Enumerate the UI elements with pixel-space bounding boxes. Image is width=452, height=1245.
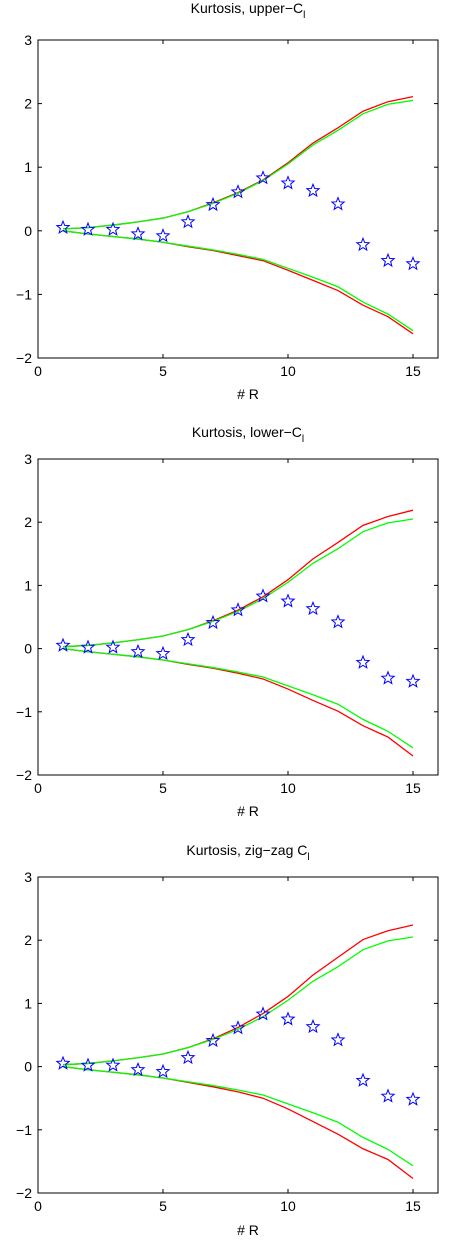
data-point-star <box>255 170 271 185</box>
plot-frame <box>37 876 439 1194</box>
plot-area: 0 5 10 15 −2 −1 0 1 2 3 <box>16 451 439 796</box>
x-tick-label: 5 <box>159 780 167 796</box>
y-tick-label: 3 <box>24 32 32 48</box>
data-point-star <box>130 643 146 659</box>
data-point-star <box>255 1006 271 1021</box>
y-tick-label: −1 <box>16 704 32 720</box>
y-tick-label: 0 <box>24 223 32 239</box>
x-tick-label: 10 <box>280 780 296 796</box>
y-tick-label: −2 <box>16 767 32 783</box>
data-point-star <box>180 1049 196 1065</box>
y-tick-label: −2 <box>16 1185 32 1201</box>
data-point-star <box>280 1011 296 1026</box>
data-point-star <box>280 175 296 190</box>
data-point-star <box>405 1091 421 1106</box>
data-point-star <box>380 1088 396 1103</box>
series-line-4 <box>62 647 414 749</box>
series-line-2 <box>62 936 414 1066</box>
data-point-star <box>405 255 421 271</box>
data-point-star <box>330 196 346 211</box>
plot-frame <box>37 39 439 359</box>
series-line-2 <box>62 518 414 648</box>
data-point-star <box>205 196 221 212</box>
chart-panel-2: Kurtosis, lower−Cl 0 5 10 15 −2 −1 0 1 2 3 # R <box>16 424 439 819</box>
y-tick-label: 0 <box>24 1059 32 1075</box>
data-point-star <box>130 1061 146 1077</box>
x-tick-label: 10 <box>280 363 296 379</box>
data-point-star <box>330 1032 346 1047</box>
series-line-4 <box>62 230 414 332</box>
data-point-star <box>305 1018 321 1034</box>
y-tick-label: 1 <box>24 159 32 175</box>
chart-panel-3: Kurtosis, zig−zag Cl 0 5 10 15 −2 −1 0 1 2 3 # R <box>16 842 439 1238</box>
data-point-star <box>80 221 96 236</box>
chart-panel-1: Kurtosis, upper−Cl 0 5 10 15 −2 −1 0 1 2 3 # R <box>16 0 439 402</box>
data-point-star <box>80 639 96 654</box>
data-point-star <box>255 588 271 603</box>
x-tick-label: 0 <box>34 1198 42 1214</box>
y-tick-label: 0 <box>24 641 32 657</box>
y-tick-label: 3 <box>24 451 32 467</box>
x-tick-label: 15 <box>405 1198 421 1214</box>
data-point-star <box>80 1057 96 1072</box>
data-point-star <box>280 593 296 608</box>
data-point-star <box>230 184 246 199</box>
chart-title: Kurtosis, lower−Cl <box>192 424 304 445</box>
chart-title: Kurtosis, upper−Cl <box>191 0 306 21</box>
y-tick-label: 2 <box>24 514 32 530</box>
y-tick-label: −1 <box>16 286 32 302</box>
x-tick-label: 10 <box>280 1198 296 1214</box>
data-point-star <box>380 670 396 685</box>
y-tick-label: 3 <box>24 869 32 885</box>
y-tick-label: 1 <box>24 995 32 1011</box>
y-tick-label: −2 <box>16 350 32 366</box>
data-point-star <box>55 219 71 234</box>
data-point-star <box>305 600 321 616</box>
series-line-4 <box>62 1065 414 1167</box>
data-point-star <box>155 228 171 243</box>
y-tick-label: −1 <box>16 1122 32 1138</box>
y-tick-label: 2 <box>24 96 32 112</box>
y-tick-label: 2 <box>24 932 32 948</box>
data-point-star <box>155 645 171 661</box>
chart-title: Kurtosis, zig−zag Cl <box>186 842 309 863</box>
data-point-star <box>205 614 221 630</box>
data-point-star <box>155 1063 171 1079</box>
x-tick-label: 15 <box>405 363 421 379</box>
x-axis-label: # R <box>237 386 259 402</box>
x-tick-label: 0 <box>34 780 42 796</box>
y-tick-label: 1 <box>24 577 32 593</box>
data-point-star <box>305 182 321 198</box>
series-line-2 <box>62 99 414 230</box>
plot-area: 0 5 10 15 −2 −1 0 1 2 3 <box>16 869 439 1214</box>
plot-frame <box>37 458 439 776</box>
data-point-star <box>355 1072 371 1087</box>
data-point-star <box>230 602 246 617</box>
data-point-star <box>355 654 371 669</box>
data-point-star <box>380 252 396 268</box>
x-tick-label: 5 <box>159 363 167 379</box>
data-point-star <box>55 1055 71 1070</box>
data-point-star <box>105 221 121 236</box>
data-point-star <box>130 226 146 241</box>
data-point-star <box>330 614 346 629</box>
data-point-star <box>105 1057 121 1072</box>
data-point-star <box>180 214 196 229</box>
data-point-star <box>205 1032 221 1048</box>
x-axis-label: # R <box>237 803 259 819</box>
data-point-star <box>355 236 371 252</box>
data-point-star <box>55 637 71 652</box>
plot-area: 0 5 10 15 −2 −1 0 1 2 3 <box>16 32 439 379</box>
data-point-star <box>230 1020 246 1035</box>
x-axis-label: # R <box>237 1222 259 1238</box>
x-tick-label: 5 <box>159 1198 167 1214</box>
data-point-star <box>180 631 196 647</box>
x-tick-label: 15 <box>405 780 421 796</box>
x-tick-label: 0 <box>34 363 42 379</box>
data-point-star <box>105 639 121 654</box>
data-point-star <box>405 673 421 688</box>
